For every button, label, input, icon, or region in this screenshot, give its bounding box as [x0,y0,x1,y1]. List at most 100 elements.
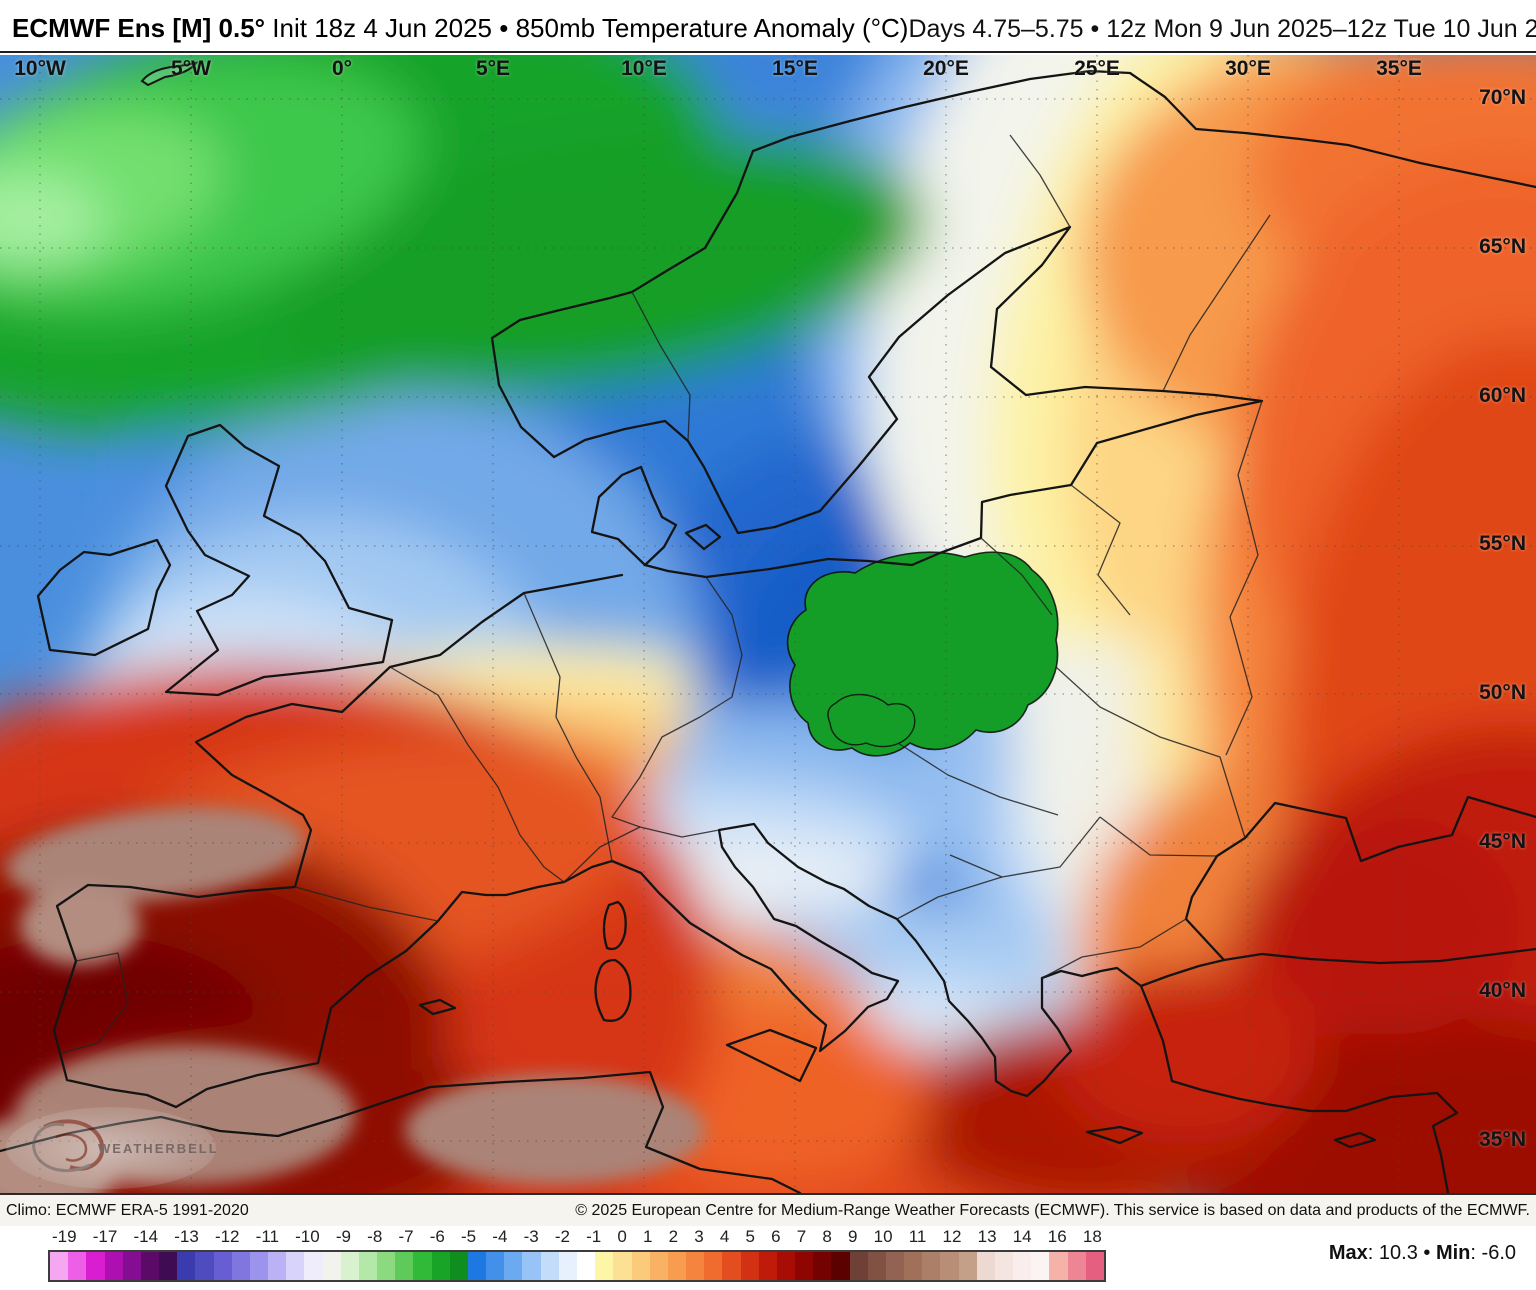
colorbar-tick-label: 8 [822,1227,832,1246]
colorbar-tick-label: 12 [942,1227,962,1246]
colorbar-tick-row: -19 -17 -14 -13 -12 -11 -10 -9 -8 -7 -6 -5 -4 -3 -2 -1 0… [52,1227,1102,1247]
warm-extreme-blobs [0,807,705,1193]
colorbar-cell [940,1252,959,1280]
colorbar-tick-label: 0 [617,1227,627,1246]
map-canvas [0,55,1536,1193]
colorbar-cell [722,1252,741,1280]
poland-green-region [786,551,1059,757]
colorbar-cell [704,1252,723,1280]
colorbar-tick-label: 13 [977,1227,997,1246]
colorbar-cell [613,1252,632,1280]
model-name: ECMWF Ens [M] 0.5° [12,13,266,43]
colorbar-cell [159,1252,178,1280]
colorbar-cell [467,1252,487,1280]
colorbar-cell [813,1252,832,1280]
valid-period: Days 4.75–5.75 • 12z Mon 9 Jun 2025–12z … [908,15,1536,43]
colorbar-cell [595,1252,614,1280]
colorbar-cell [958,1252,977,1280]
colorbar-cell [686,1252,705,1280]
colorbar-tick-label: 18 [1082,1227,1102,1246]
min-value: -6.0 [1481,1242,1516,1264]
colorbar-cell [558,1252,577,1280]
colorbar-cell [867,1252,886,1280]
colorbar-cell [286,1252,305,1280]
watermark-text: WEATHERBELL [98,1141,216,1156]
colorbar-tick-label: 14 [1012,1227,1032,1246]
colorbar-tick-label: -10 [295,1227,320,1246]
colorbar-tick-label: 11 [908,1227,927,1246]
colorbar-cell [649,1252,668,1280]
colorbar-cell [122,1252,141,1280]
colorbar-cell [776,1252,796,1280]
min-label: Min [1435,1242,1471,1264]
max-colon: : [1367,1242,1379,1264]
max-min-stats: Max: 10.3 • Min: -6.0 [1329,1242,1516,1265]
title-detail: Init 18z 4 Jun 2025 • 850mb Temperature … [265,13,909,43]
colorbar-cell [831,1252,850,1280]
colorbar-cell [504,1252,523,1280]
temperature-field [0,55,1536,1193]
colorbar-tick-label: -11 [255,1227,279,1246]
colorbar-cell [104,1252,123,1280]
colorbar-cell [1049,1252,1068,1280]
colorbar-cell [231,1252,250,1280]
colorbar-tick-label: -6 [429,1227,445,1246]
colorbar-cell [758,1252,777,1280]
colorbar-cell [68,1252,87,1280]
colorbar-cell [177,1252,196,1280]
colorbar-cell [413,1252,432,1280]
climo-text: Climo: ECMWF ERA-5 1991-2020 [6,1201,249,1219]
colorbar-cell [522,1252,541,1280]
colorbar-cell [849,1252,868,1280]
colorbar-tick-label: 2 [668,1227,679,1246]
colorbar-cell [395,1252,414,1280]
colorbar-cell [431,1252,450,1280]
colorbar-tick-label: -9 [335,1227,351,1246]
colorbar-tick-label: -1 [586,1227,602,1246]
watermark-logo: WEATHERBELL [32,1119,216,1173]
colorbar-tick-label: 10 [873,1227,893,1246]
colorbar-cell [922,1252,941,1280]
colorbar-cell [994,1252,1014,1280]
colorbar-cell [1085,1252,1104,1280]
colorbar-tick-label: -4 [492,1227,508,1246]
colorbar-cell [195,1252,214,1280]
colorbar-tick-label: 16 [1047,1227,1067,1246]
watermark-ellipse [6,1107,216,1189]
min-colon: : [1470,1242,1482,1264]
colorbar-tick-label: -2 [554,1227,570,1246]
credit-strip: Climo: ECMWF ERA-5 1991-2020 © 2025 Euro… [0,1193,1536,1226]
colorbar-cell [667,1252,687,1280]
colorbar-tick-label: 9 [848,1227,858,1246]
colorbar-tick-label: 5 [745,1227,755,1246]
colorbar-cell [449,1252,468,1280]
colorbar-cell [904,1252,923,1280]
colorbar-zone: -19 -17 -14 -13 -12 -11 -10 -9 -8 -7 -6 -5 -4 -3 -2 -1 0… [0,1226,1536,1290]
swirl-icon [32,1119,105,1173]
colorbar-cell [340,1252,359,1280]
stats-separator: • [1417,1242,1436,1264]
colorbar-tick-label: -17 [92,1227,118,1246]
colorbar-tick-label: 7 [796,1227,807,1246]
colorbar-tick-label: -14 [133,1227,159,1246]
colorbar-tick-label: 4 [719,1227,730,1246]
colorbar-cell [268,1252,287,1280]
weatherbell-watermark: WEATHERBELL [6,1107,216,1189]
colorbar-tick-label: -12 [214,1227,240,1246]
colorbar-cell [213,1252,232,1280]
colorbar-tick-label: -13 [174,1227,199,1246]
colorbar-cell [740,1252,759,1280]
colorbar-cell [249,1252,269,1280]
colorbar-cell [976,1252,995,1280]
colorbar-cell [1031,1252,1050,1280]
colorbar-tick-label: 3 [694,1227,704,1246]
colorbar-tick-label: -8 [367,1227,383,1246]
colorbar-tick-label: -5 [461,1227,477,1246]
colorbar-tick-label: -19 [52,1227,77,1246]
colorbar-cell [631,1252,650,1280]
colorbar-cell [322,1252,341,1280]
colorbar-cell [1067,1252,1086,1280]
country-borders [61,134,1271,1054]
max-label: Max [1328,1242,1368,1264]
